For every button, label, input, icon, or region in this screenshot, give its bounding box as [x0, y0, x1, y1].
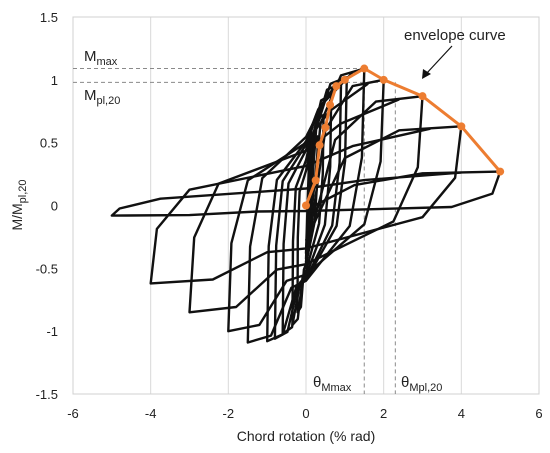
envelope-point — [379, 75, 388, 84]
envelope-point — [496, 167, 505, 176]
y-axis-title-main: M/M — [9, 203, 25, 230]
envelope-point — [315, 141, 324, 150]
envelope-point — [302, 201, 310, 210]
envelope-point — [311, 176, 320, 185]
envelope-point — [340, 75, 349, 84]
theta-mpl20-label: θMpl,20 — [401, 374, 442, 394]
hysteresis-loop — [149, 125, 463, 285]
envelope-pointer-arrowhead — [422, 69, 431, 79]
m-pl20-label-sub: pl,20 — [97, 95, 121, 107]
envelope-curve-label: envelope curve — [404, 27, 506, 44]
x-tick-label: -6 — [67, 406, 79, 421]
envelope-point — [326, 100, 335, 109]
envelope-point — [418, 92, 427, 101]
y-tick-label: -1.5 — [36, 387, 58, 402]
hysteresis-loop — [246, 67, 366, 344]
x-tick-label: 4 — [458, 406, 465, 421]
m-max-label: Mmax — [84, 48, 118, 68]
hysteresis-loop — [188, 95, 424, 314]
m-max-label-sub: max — [97, 56, 118, 68]
envelope-point — [360, 64, 369, 73]
hysteresis-loop — [227, 78, 385, 333]
envelope-line — [304, 66, 502, 207]
envelope-point — [321, 123, 330, 132]
m-max-label-main: M — [84, 48, 97, 65]
y-tick-label: 1.5 — [40, 10, 58, 25]
plot-area-frame — [72, 16, 540, 395]
x-tick-label: -2 — [223, 406, 235, 421]
x-tick-label: -4 — [145, 406, 157, 421]
m-pl20-label-main: M — [84, 87, 97, 104]
envelope-curve — [302, 64, 505, 210]
x-tick-label: 2 — [380, 406, 387, 421]
y-tick-labels: -1.5 -1 -0.5 0 0.5 1 1.5 — [36, 10, 58, 402]
x-tick-label: 0 — [302, 406, 309, 421]
y-tick-label: 0 — [51, 199, 58, 214]
theta-mmax-label-main: θ — [313, 374, 321, 391]
y-tick-label: -0.5 — [36, 261, 58, 276]
y-axis-title: M/Mpl,20 — [9, 179, 29, 230]
y-axis-title-sub: pl,20 — [17, 179, 29, 203]
theta-mpl20-label-sub: Mpl,20 — [409, 382, 442, 394]
y-tick-label: 0.5 — [40, 136, 58, 151]
x-axis-title: Chord rotation (% rad) — [237, 428, 376, 444]
hysteresis-loops — [110, 67, 502, 344]
theta-mmax-label: θMmax — [313, 374, 352, 394]
hysteresis-loop — [110, 170, 502, 217]
envelope-pointer-arrow — [425, 45, 453, 75]
x-tick-label: 6 — [535, 406, 542, 421]
y-tick-label: 1 — [51, 73, 58, 88]
m-pl20-label: Mpl,20 — [84, 87, 120, 107]
x-tick-labels: -6 -4 -2 0 2 4 6 — [67, 406, 542, 421]
y-tick-label: -1 — [46, 324, 58, 339]
envelope-point — [457, 122, 466, 131]
envelope-point — [332, 82, 341, 91]
theta-mpl20-label-main: θ — [401, 374, 409, 391]
theta-mmax-label-sub: Mmax — [321, 382, 351, 394]
